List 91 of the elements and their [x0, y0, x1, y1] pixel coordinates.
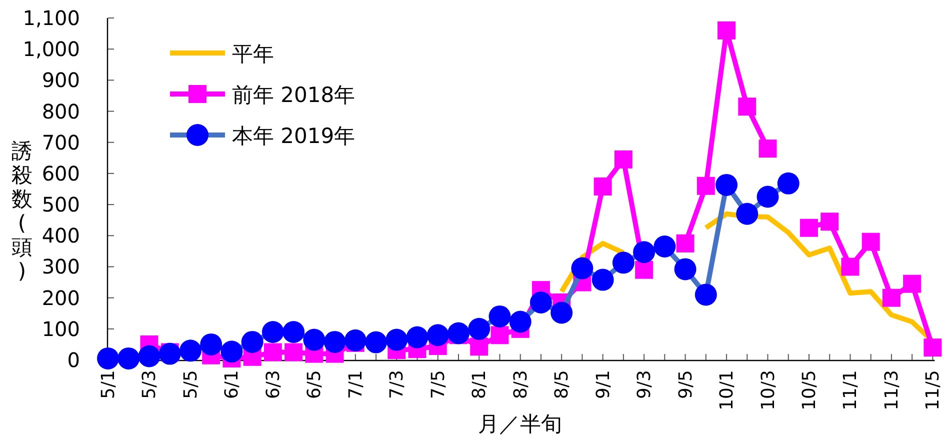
point: [530, 291, 552, 314]
point: [550, 302, 573, 324]
point: [612, 252, 634, 274]
point: [758, 140, 777, 158]
point: [97, 347, 119, 370]
y-tick-label: 600: [42, 161, 80, 186]
y-tick-label: 1,100: [22, 6, 80, 30]
point: [344, 329, 366, 352]
x-tick-label: 5/3: [139, 370, 160, 399]
point: [696, 176, 715, 195]
point: [118, 347, 140, 370]
x-tick-label: 9/1: [592, 370, 614, 399]
point: [220, 340, 243, 363]
point: [406, 326, 428, 348]
y-tick-label: 700: [42, 130, 80, 154]
y-tick-label: 100: [42, 316, 80, 341]
x-tick-label: 6/1: [222, 370, 243, 399]
x-tick-label: 11/3: [881, 370, 902, 410]
y-tick-label: 800: [42, 99, 80, 124]
y-tick-label: 1,000: [22, 37, 80, 62]
point: [756, 186, 779, 208]
y-axis-title: 誘殺数(頭): [12, 139, 32, 283]
point: [447, 322, 470, 344]
point: [718, 21, 736, 40]
legend-label: 前年 2018年: [232, 83, 356, 107]
point: [262, 321, 284, 344]
point: [386, 328, 408, 351]
point: [903, 274, 922, 293]
y-tick-label: 200: [42, 286, 80, 310]
point: [426, 324, 449, 346]
point: [862, 232, 880, 251]
point: [738, 98, 756, 116]
y-tick-label: 900: [42, 68, 80, 92]
point: [594, 178, 612, 196]
point: [924, 338, 942, 357]
point: [282, 321, 305, 344]
point: [470, 338, 488, 356]
y-tick-label: 400: [42, 224, 80, 248]
point: [158, 342, 181, 365]
point: [633, 241, 656, 264]
x-tick-label: 5/1: [98, 370, 119, 399]
point: [674, 258, 696, 280]
x-tick-label: 7/1: [345, 370, 366, 399]
point: [490, 326, 509, 344]
x-tick-label: 10/1: [716, 370, 738, 410]
x-tick-label: 8/1: [469, 370, 490, 399]
y-tick-label: 0: [67, 348, 80, 372]
point: [592, 268, 614, 291]
x-tick-label: 9/5: [675, 370, 696, 399]
x-tick-label: 6/3: [262, 370, 284, 399]
y-tick-label: 300: [42, 254, 80, 279]
point: [303, 328, 326, 351]
point: [654, 236, 676, 258]
x-tick-label: 11/5: [922, 370, 944, 410]
point: [509, 310, 532, 333]
point: [635, 260, 654, 279]
point: [264, 343, 282, 362]
point: [736, 202, 758, 225]
point: [365, 331, 388, 354]
x-tick-label: 8/3: [510, 370, 532, 399]
point: [571, 257, 594, 280]
point: [488, 305, 511, 328]
x-tick-label: 7/3: [386, 370, 408, 399]
point: [800, 218, 818, 237]
point: [820, 212, 839, 231]
x-tick-label: 7/5: [428, 370, 449, 399]
point: [614, 150, 632, 168]
point: [138, 345, 160, 368]
x-tick-label: 11/1: [840, 370, 862, 410]
x-tick-label: 6/5: [304, 370, 326, 399]
point: [676, 234, 694, 252]
point: [716, 174, 738, 196]
point: [241, 330, 264, 353]
x-tick-label: 5/5: [180, 370, 202, 399]
legend-label: 本年 2019年: [232, 124, 356, 148]
point: [694, 284, 717, 306]
x-tick-label: 10/3: [758, 370, 779, 410]
x-tick-label: 8/5: [552, 370, 573, 399]
legend-label: 平年: [232, 42, 274, 66]
x-tick-label: 9/3: [634, 370, 656, 399]
point: [841, 258, 860, 276]
point: [882, 288, 900, 307]
x-tick-label: 10/5: [798, 370, 820, 410]
point: [468, 318, 490, 340]
x-axis-title: 月／半旬: [478, 412, 562, 436]
point: [324, 330, 346, 353]
point: [200, 333, 222, 356]
point: [777, 172, 800, 194]
y-tick-label: 500: [42, 192, 80, 217]
point: [284, 343, 303, 362]
point: [179, 340, 202, 362]
